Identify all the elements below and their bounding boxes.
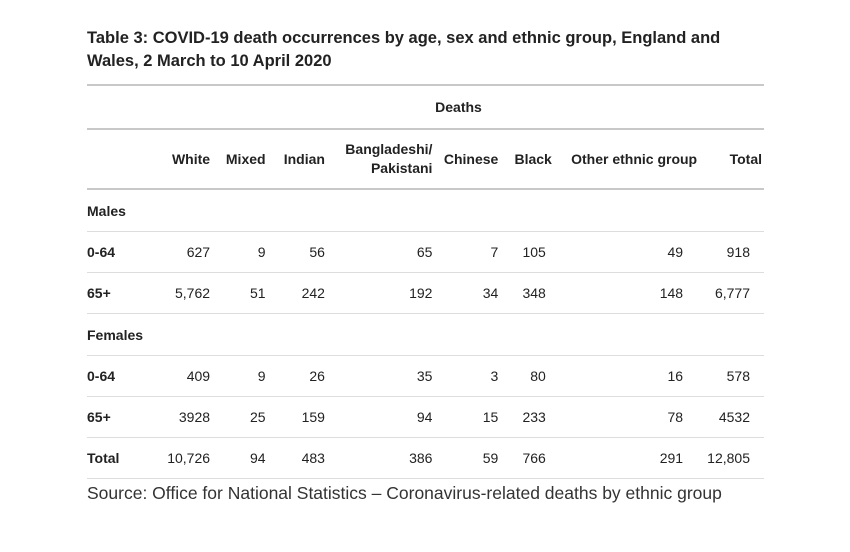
cell-other: 78 — [551, 396, 698, 438]
cell-other: 148 — [551, 272, 698, 314]
cell-bangladeshi-pakistani: 192 — [324, 272, 433, 314]
cell-indian: 483 — [265, 437, 325, 479]
table-row: 65+ 3928 25 159 94 15 233 78 4532 — [87, 396, 764, 438]
column-header-bangladeshi-pakistani: Bangladeshi/ Pakistani — [324, 129, 433, 190]
cell-bangladeshi-pakistani: 386 — [324, 437, 433, 479]
column-header-total: Total — [697, 129, 764, 190]
cell-black: 766 — [498, 437, 552, 479]
cell-black: 233 — [498, 396, 552, 438]
column-header-row: White Mixed Indian Bangladeshi/ Pakistan… — [87, 129, 764, 190]
table-row: 65+ 5,762 51 242 192 34 348 148 6,777 — [87, 272, 764, 314]
cell-indian: 56 — [265, 231, 325, 273]
column-header-bangladeshi-line: Bangladeshi/ — [345, 141, 433, 157]
cell-mixed: 94 — [210, 437, 266, 479]
cell-total: 578 — [697, 355, 764, 397]
cell-chinese: 7 — [432, 231, 499, 273]
cell-white: 3928 — [141, 396, 211, 438]
column-header-black: Black — [498, 129, 552, 190]
cell-black: 80 — [498, 355, 552, 397]
cell-chinese: 3 — [432, 355, 499, 397]
column-header-pakistani-line: Pakistani — [370, 160, 433, 176]
cell-indian: 159 — [265, 396, 325, 438]
table-row-total: Total 10,726 94 483 386 59 766 291 12,80… — [87, 437, 764, 479]
row-label-header — [87, 129, 142, 190]
cell-white: 627 — [141, 231, 211, 273]
cell-bangladeshi-pakistani: 35 — [324, 355, 433, 397]
cell-bangladeshi-pakistani: 65 — [324, 231, 433, 273]
row-label: Total — [87, 437, 142, 479]
cell-other: 49 — [551, 231, 698, 273]
cell-white: 409 — [141, 355, 211, 397]
cell-black: 348 — [498, 272, 552, 314]
cell-other: 16 — [551, 355, 698, 397]
group-row-males: Males — [87, 189, 764, 232]
row-label: 65+ — [87, 396, 142, 438]
cell-mixed: 51 — [210, 272, 266, 314]
cell-indian: 26 — [265, 355, 325, 397]
cell-total: 6,777 — [697, 272, 764, 314]
table-title: Table 3: COVID-19 death occurrences by a… — [87, 29, 721, 70]
cell-white: 10,726 — [141, 437, 211, 479]
row-label: 0-64 — [87, 355, 142, 397]
cell-total: 4532 — [697, 396, 764, 438]
cell-mixed: 25 — [210, 396, 266, 438]
column-header-mixed: Mixed — [210, 129, 266, 190]
cell-indian: 242 — [265, 272, 325, 314]
table-row: 0-64 627 9 56 65 7 105 49 918 — [87, 231, 764, 273]
deaths-group-header: Deaths — [87, 84, 764, 130]
cell-total: 12,805 — [697, 437, 764, 479]
cell-other: 291 — [551, 437, 698, 479]
cell-mixed: 9 — [210, 355, 266, 397]
cell-total: 918 — [697, 231, 764, 273]
cell-chinese: 15 — [432, 396, 499, 438]
column-header-other: Other ethnic group — [551, 129, 698, 190]
cell-black: 105 — [498, 231, 552, 273]
row-label: 65+ — [87, 272, 142, 314]
deaths-table: Deaths White Mixed Indian Bangladeshi/ P… — [87, 84, 764, 479]
group-header-row: Deaths — [87, 84, 764, 130]
cell-mixed: 9 — [210, 231, 266, 273]
cell-bangladeshi-pakistani: 94 — [324, 396, 433, 438]
cell-chinese: 34 — [432, 272, 499, 314]
group-label-males: Males — [87, 189, 764, 232]
group-label-females: Females — [87, 313, 764, 356]
row-label: 0-64 — [87, 231, 142, 273]
column-header-chinese: Chinese — [432, 129, 499, 190]
source-note: Source: Office for National Statistics –… — [87, 483, 722, 503]
cell-white: 5,762 — [141, 272, 211, 314]
column-header-indian: Indian — [265, 129, 325, 190]
table-row: 0-64 409 9 26 35 3 80 16 578 — [87, 355, 764, 397]
column-header-white: White — [141, 129, 211, 190]
cell-chinese: 59 — [432, 437, 499, 479]
group-row-females: Females — [87, 313, 764, 356]
